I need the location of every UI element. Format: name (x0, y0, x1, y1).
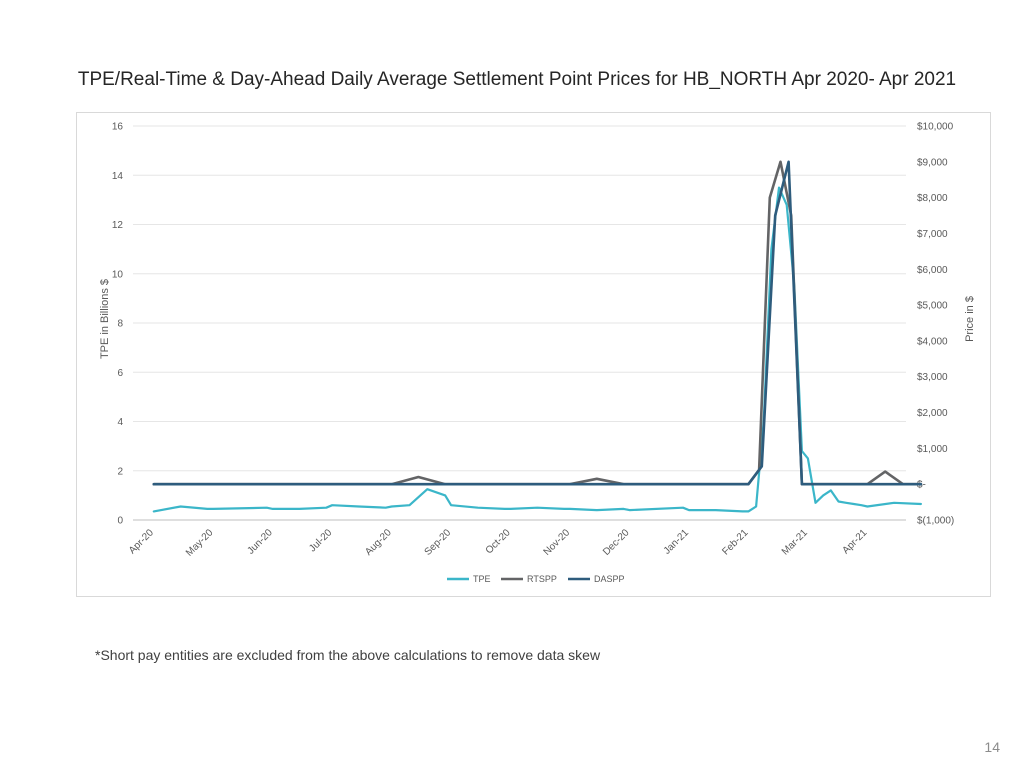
x-axis-tick-label: Nov-20 (542, 527, 573, 558)
right-axis-tick-label: $7,000 (917, 229, 948, 240)
legend-daspp-label: DASPP (594, 574, 625, 584)
left-axis-tick-label: 4 (117, 417, 123, 428)
right-axis-tick-labels: $(1,000)$-$1,000$2,000$3,000$4,000$5,000… (917, 122, 954, 527)
x-axis-tick-label: Jan-21 (662, 527, 692, 557)
right-axis-tick-label: $1,000 (917, 444, 948, 455)
left-axis-tick-label: 8 (117, 319, 123, 330)
left-axis-tick-label: 10 (112, 269, 124, 280)
series-line-daspp (152, 160, 923, 486)
x-axis-tick-label: Dec-20 (601, 527, 632, 558)
left-axis-tick-label: 0 (117, 516, 123, 527)
right-axis-tick-label: $10,000 (917, 122, 954, 133)
legend: TPE RTSPP DASPP (447, 574, 625, 584)
page-number: 14 (984, 739, 1000, 755)
series-line-tpe (152, 186, 923, 513)
x-axis-tick-label: Sep-20 (423, 527, 454, 558)
right-axis-tick-label: $6,000 (917, 265, 948, 276)
gridlines (133, 125, 906, 472)
right-axis-tick-label: $(1,000) (917, 516, 954, 527)
right-axis-tick-label: $5,000 (917, 301, 948, 312)
x-axis-tick-label: Jun-20 (245, 527, 275, 557)
footnote: *Short pay entities are excluded from th… (95, 647, 601, 663)
x-axis-tick-label: May-20 (184, 527, 216, 559)
left-axis-tick-label: 2 (117, 466, 123, 477)
x-axis-tick-label: Aug-20 (363, 527, 394, 558)
right-axis-tick-label: $8,000 (917, 193, 948, 204)
right-axis-title: Price in $ (964, 296, 976, 342)
left-axis-tick-labels: 0 2 4 6 8 10 12 14 16 (112, 122, 124, 527)
left-axis-title: TPE in Billions $ (99, 279, 111, 359)
chart-frame: 0 2 4 6 8 10 12 14 16 $(1,000) $- $1,000 $2,000 $3,0… (76, 112, 991, 597)
x-axis-tick-label: Apr-21 (840, 527, 869, 556)
left-axis-tick-label: 6 (117, 368, 123, 379)
x-axis-tick-label: Apr-20 (127, 527, 156, 556)
left-axis-tick-label: 12 (112, 220, 124, 231)
slide-title: TPE/Real-Time & Day-Ahead Daily Average … (77, 69, 957, 90)
x-axis-tick-label: Jul-20 (307, 527, 334, 554)
right-axis-tick-label: $4,000 (917, 336, 948, 347)
x-axis-tick-label: Feb-21 (720, 527, 750, 557)
x-axis-tick-label: Oct-20 (484, 527, 513, 556)
left-axis-tick-label: 16 (112, 122, 124, 133)
right-axis-tick-label: $3,000 (917, 372, 948, 383)
legend-tpe-label: TPE (473, 574, 491, 584)
legend-rtspp-label: RTSPP (527, 574, 557, 584)
right-axis-tick-label: $9,000 (917, 157, 948, 168)
series-lines (152, 160, 923, 513)
left-axis-tick-label: 14 (112, 171, 124, 182)
x-axis-tick-label: Mar-21 (780, 527, 810, 557)
right-axis-tick-label: $2,000 (917, 408, 948, 419)
x-axis-tick-labels: Apr-20 May-20 Jun-20 Jul-20 Aug-20 Sep-20 Oct-… (127, 527, 870, 559)
